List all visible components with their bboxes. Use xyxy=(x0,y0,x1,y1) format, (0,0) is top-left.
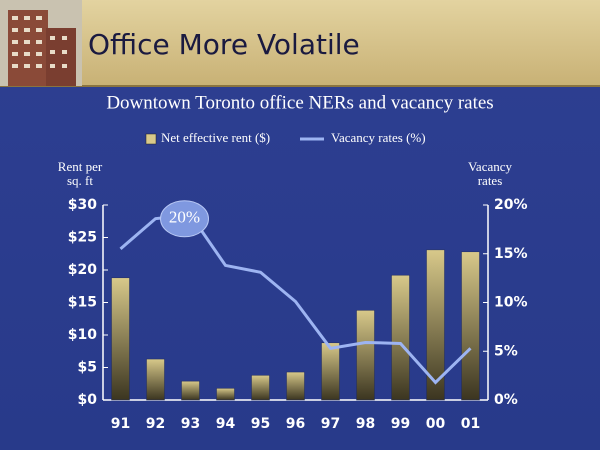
x-tick-label: 95 xyxy=(251,416,270,432)
bar xyxy=(111,277,130,401)
y2-tick-label: 10% xyxy=(494,295,528,311)
legend-label: Net effective rent ($) xyxy=(161,130,270,145)
y-tick-label: $20 xyxy=(68,262,97,278)
x-tick-label: 93 xyxy=(181,416,200,432)
building-image xyxy=(0,0,82,86)
chart-title: Downtown Toronto office NERs and vacancy… xyxy=(106,92,493,113)
x-tick-label: 96 xyxy=(286,416,305,432)
x-tick-label: 92 xyxy=(146,416,165,432)
legend-swatch xyxy=(145,133,157,145)
y-tick-label: $5 xyxy=(78,360,97,376)
y-tick-label: $30 xyxy=(68,197,97,213)
bar xyxy=(146,358,165,401)
legend-label: Vacancy rates (%) xyxy=(331,130,426,145)
annotation-bubble xyxy=(160,200,209,238)
y2-tick-label: 5% xyxy=(494,343,518,359)
annotation: 20% xyxy=(169,208,200,227)
y2-tick-label: 20% xyxy=(494,197,528,213)
header-band xyxy=(0,0,600,86)
x-tick-label: 99 xyxy=(391,416,410,432)
y2-tick-label: 0% xyxy=(494,392,518,408)
bar xyxy=(286,371,305,401)
bar xyxy=(321,342,340,401)
bar xyxy=(181,380,200,401)
x-tick-label: 01 xyxy=(461,416,480,432)
x-tick-label: 97 xyxy=(321,416,340,432)
y-axis-label: Rent per xyxy=(58,159,103,174)
x-tick-label: 94 xyxy=(216,416,236,432)
y2-tick-label: 15% xyxy=(494,246,528,262)
y-tick-label: $15 xyxy=(68,295,97,311)
slide-title: Office More Volatile xyxy=(88,28,360,61)
bar xyxy=(216,388,235,401)
x-tick-label: 00 xyxy=(426,416,446,432)
x-tick-label: 98 xyxy=(356,416,375,432)
y2-axis-label: rates xyxy=(478,173,503,188)
bar xyxy=(356,310,375,401)
y-axis-label: sq. ft xyxy=(67,173,93,188)
bar xyxy=(251,375,270,401)
y-tick-label: $10 xyxy=(68,327,97,343)
x-tick-label: 91 xyxy=(111,416,130,432)
y-tick-label: $25 xyxy=(68,230,97,246)
bar xyxy=(461,251,480,401)
bar xyxy=(426,249,445,401)
bar xyxy=(391,274,410,401)
y2-axis-label: Vacancy xyxy=(468,159,513,174)
y-tick-label: $0 xyxy=(78,392,98,408)
